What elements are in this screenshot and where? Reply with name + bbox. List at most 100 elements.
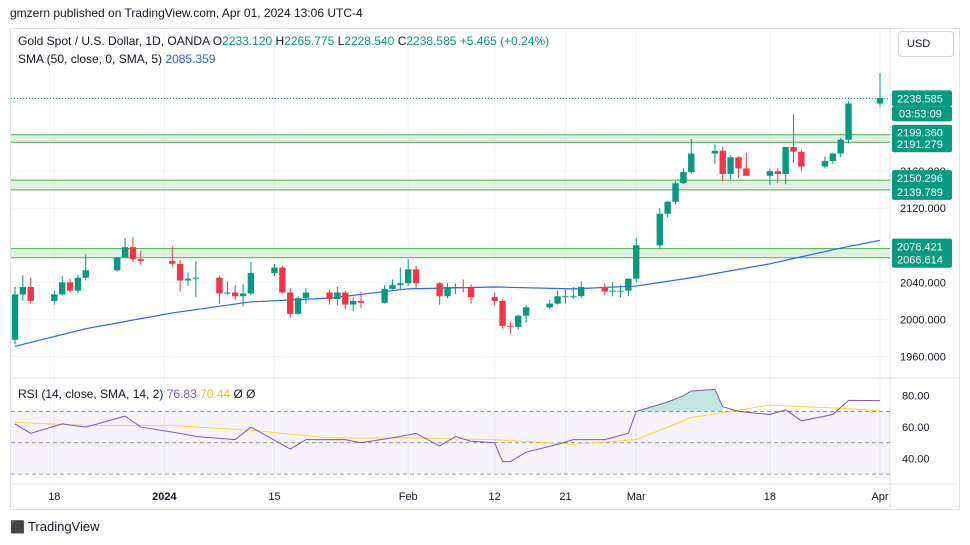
zone-lower-badge: 2191.279: [897, 139, 943, 151]
sma-line: [14, 239, 881, 347]
zone-upper-badge-bg: [892, 238, 952, 255]
rsi-tick-label: 60.00: [902, 422, 930, 434]
chart-frame: [10, 28, 960, 510]
sma-legend[interactable]: SMA (50, close, 0, SMA, 5) 2085.359: [18, 52, 215, 66]
candle-up: [577, 286, 585, 297]
last-price-badge: 2238.585: [897, 93, 943, 105]
candle-down: [27, 286, 34, 301]
zone-upper-badge-bg: [892, 170, 952, 187]
time-tick-label: 2024: [152, 491, 177, 503]
countdown-badge: 03:53:09: [899, 108, 942, 120]
open-value: 2233.120: [222, 34, 273, 48]
rsi-band-fill: [11, 411, 890, 475]
rsi-value: 76.83: [166, 387, 197, 401]
candle-up: [452, 286, 459, 288]
candle-up: [192, 277, 200, 279]
candle-down: [436, 283, 443, 297]
candle-up: [711, 150, 719, 154]
candle-up: [688, 153, 695, 173]
symbol-title[interactable]: Gold Spot / U.S. Dollar, 1D, OANDA: [18, 34, 210, 48]
rsi-sma-value: 70.44: [200, 387, 231, 401]
candle-down: [176, 263, 184, 281]
candle-up: [876, 97, 884, 104]
time-tick-label: Feb: [399, 491, 418, 503]
candle-up: [294, 298, 302, 314]
candle-up: [11, 294, 19, 340]
candle-down: [66, 282, 74, 291]
zone-lower-badge-bg: [892, 251, 952, 268]
candle-down: [342, 292, 349, 305]
candle-up: [782, 147, 789, 174]
close-label: C: [397, 34, 407, 48]
time-tick-label: Apr: [871, 491, 888, 503]
candle-up: [562, 296, 569, 298]
rsi-legend[interactable]: RSI (14, close, SMA, 14, 2) 76.83 70.44 …: [18, 387, 256, 401]
high-label: H: [275, 34, 285, 48]
candle-up: [404, 269, 412, 284]
main-legend: Gold Spot / U.S. Dollar, 1D, OANDA O2233…: [18, 34, 549, 48]
candle-up: [58, 282, 66, 295]
candle-up: [19, 286, 27, 295]
zone-lower-badge: 2139.789: [897, 187, 943, 199]
candle-down: [719, 150, 726, 174]
candle-up: [829, 153, 837, 161]
time-tick-label: 12: [489, 491, 501, 503]
candle-up: [837, 139, 844, 154]
rsi-tick-label: 80.00: [902, 391, 930, 403]
candle-up: [522, 307, 530, 316]
candle-up: [672, 183, 679, 202]
change-value: +5.465 (+0.24%): [459, 34, 550, 48]
candle-up: [546, 303, 553, 308]
candle-up: [727, 157, 734, 174]
candle-up: [389, 285, 396, 289]
time-tick-label: 18: [48, 491, 60, 503]
low-label: L: [337, 34, 345, 48]
tradingview-logo[interactable]: ⬛ TradingView: [10, 519, 100, 534]
candle-down: [790, 147, 797, 152]
candle-up: [247, 273, 255, 294]
time-tick-label: 18: [764, 491, 776, 503]
price-tick-label: 2120.000: [900, 203, 946, 215]
price-tick-label: 1960.000: [900, 351, 946, 363]
candle-up: [51, 294, 58, 301]
zone-upper-badge: 2076.421: [897, 242, 943, 254]
candle-up: [821, 160, 829, 167]
candle-down: [129, 247, 137, 260]
zone-lower-badge-bg: [892, 136, 952, 153]
candle-down: [798, 151, 805, 167]
candle-down: [507, 325, 514, 327]
rsi-tick-label: 40.00: [902, 453, 930, 465]
candle-up: [680, 172, 687, 184]
candle-up: [349, 300, 357, 305]
candle-down: [287, 292, 294, 314]
rsi-sma-line: [14, 404, 881, 445]
sr-zone: [11, 134, 890, 143]
time-tick-label: 21: [559, 491, 571, 503]
candle-up: [845, 103, 852, 140]
candle-down: [491, 297, 498, 301]
candle-down: [460, 286, 467, 288]
candle-up: [334, 292, 341, 300]
candle-up: [184, 278, 192, 281]
candle-up: [239, 293, 247, 297]
candle-up: [625, 278, 632, 291]
candle-up: [656, 213, 664, 246]
candle-up: [224, 292, 231, 294]
candle-up: [766, 171, 774, 176]
zone-lower-badge-bg: [892, 183, 952, 200]
zone-lower-badge: 2066.614: [897, 255, 943, 267]
candle-down: [774, 171, 781, 174]
countdown-badge-bg: [892, 106, 952, 122]
time-tick-label: Mar: [627, 491, 646, 503]
candle-up: [271, 267, 278, 274]
candle-down: [601, 286, 608, 292]
candle-up: [121, 247, 129, 258]
candle-down: [326, 292, 333, 300]
candle-up: [397, 283, 404, 286]
currency-button[interactable]: USD: [898, 31, 954, 57]
candle-up: [114, 257, 121, 271]
candle-up: [515, 315, 522, 327]
sma-value: 2085.359: [165, 52, 216, 66]
candle-up: [381, 288, 388, 303]
